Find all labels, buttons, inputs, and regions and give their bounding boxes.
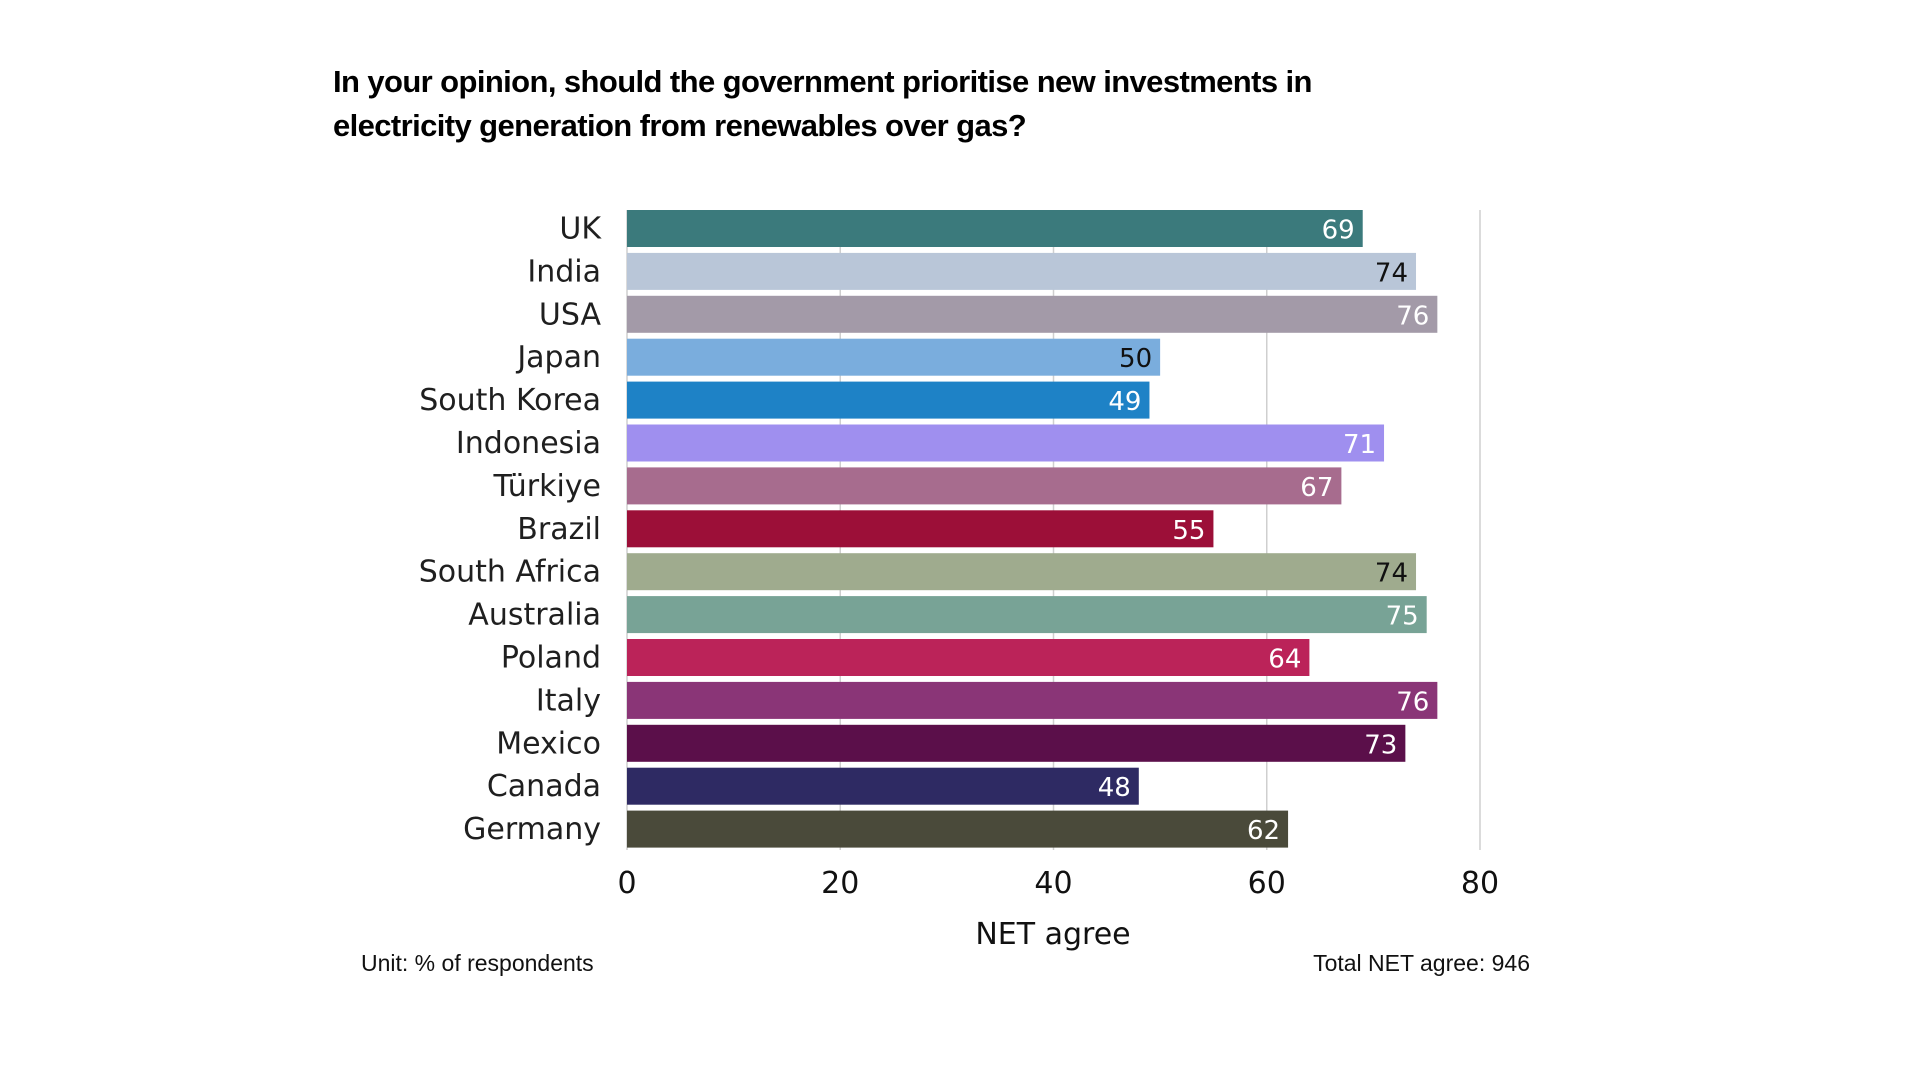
value-label-mexico: 73 bbox=[1364, 730, 1397, 760]
category-label-italy: Italy bbox=[536, 683, 601, 718]
x-axis-title: NET agree bbox=[975, 917, 1130, 952]
bar-uk bbox=[627, 210, 1363, 247]
bar-germany bbox=[627, 810, 1289, 848]
bar-indonesia bbox=[627, 424, 1385, 462]
value-label-brazil: 55 bbox=[1172, 516, 1205, 546]
value-label-canada: 48 bbox=[1098, 773, 1131, 803]
bar-usa bbox=[627, 295, 1438, 333]
bar-south-africa bbox=[627, 553, 1417, 591]
bars: 69 74 76 50 49 71 67 55 74 75 64 76 73 48 62 bbox=[627, 210, 1438, 848]
unit-note: Unit: % of respondents bbox=[361, 950, 594, 976]
bar-poland bbox=[627, 639, 1310, 676]
value-label-south-korea: 49 bbox=[1108, 387, 1141, 417]
category-label-uk: UK bbox=[559, 212, 602, 247]
category-label-germany: Germany bbox=[463, 812, 601, 847]
x-tick-label-60: 60 bbox=[1248, 866, 1286, 901]
total-note: Total NET agree: 946 bbox=[1313, 950, 1530, 976]
category-label-japan: Japan bbox=[515, 340, 601, 375]
value-label-italy: 76 bbox=[1396, 687, 1429, 717]
x-tick-label-20: 20 bbox=[821, 866, 859, 901]
bar-india bbox=[627, 252, 1417, 290]
value-label-usa: 76 bbox=[1396, 301, 1429, 331]
value-label-uk: 69 bbox=[1322, 216, 1355, 246]
category-label-india: India bbox=[527, 254, 601, 289]
value-label-japan: 50 bbox=[1119, 344, 1152, 374]
bar-mexico bbox=[627, 724, 1406, 762]
value-label-south-africa: 74 bbox=[1375, 559, 1408, 589]
category-label-usa: USA bbox=[539, 297, 602, 332]
x-tick-label-40: 40 bbox=[1034, 866, 1072, 901]
bar-australia bbox=[627, 596, 1427, 634]
category-label-indonesia: Indonesia bbox=[456, 426, 601, 461]
bar-brazil bbox=[627, 510, 1214, 548]
category-label-australia: Australia bbox=[468, 598, 601, 633]
category-label-t-rkiye: Türkiye bbox=[493, 469, 601, 504]
value-label-poland: 64 bbox=[1268, 645, 1301, 675]
chart-title: In your opinion, should the government p… bbox=[333, 64, 1312, 143]
category-label-poland: Poland bbox=[501, 641, 601, 676]
value-label-australia: 75 bbox=[1386, 602, 1419, 632]
category-label-south-africa: South Africa bbox=[419, 555, 601, 590]
value-label-india: 74 bbox=[1375, 258, 1408, 288]
bar-t-rkiye bbox=[627, 467, 1342, 505]
x-axis-ticks: 0 20 40 60 80 bbox=[617, 866, 1499, 901]
category-label-canada: Canada bbox=[487, 769, 601, 804]
value-label-indonesia: 71 bbox=[1343, 430, 1376, 460]
category-label-brazil: Brazil bbox=[517, 512, 601, 547]
category-labels: UK India USA Japan South Korea Indonesia Türki… bbox=[419, 212, 603, 848]
bar-japan bbox=[627, 338, 1161, 376]
value-label-t-rkiye: 67 bbox=[1300, 473, 1333, 503]
bar-south-korea bbox=[627, 381, 1150, 419]
bar-italy bbox=[627, 681, 1438, 719]
value-label-germany: 62 bbox=[1247, 816, 1280, 846]
bar-canada bbox=[627, 767, 1139, 805]
category-label-south-korea: South Korea bbox=[419, 383, 601, 418]
x-tick-label-80: 80 bbox=[1461, 866, 1499, 901]
x-tick-label-0: 0 bbox=[617, 866, 636, 901]
category-label-mexico: Mexico bbox=[496, 726, 601, 761]
